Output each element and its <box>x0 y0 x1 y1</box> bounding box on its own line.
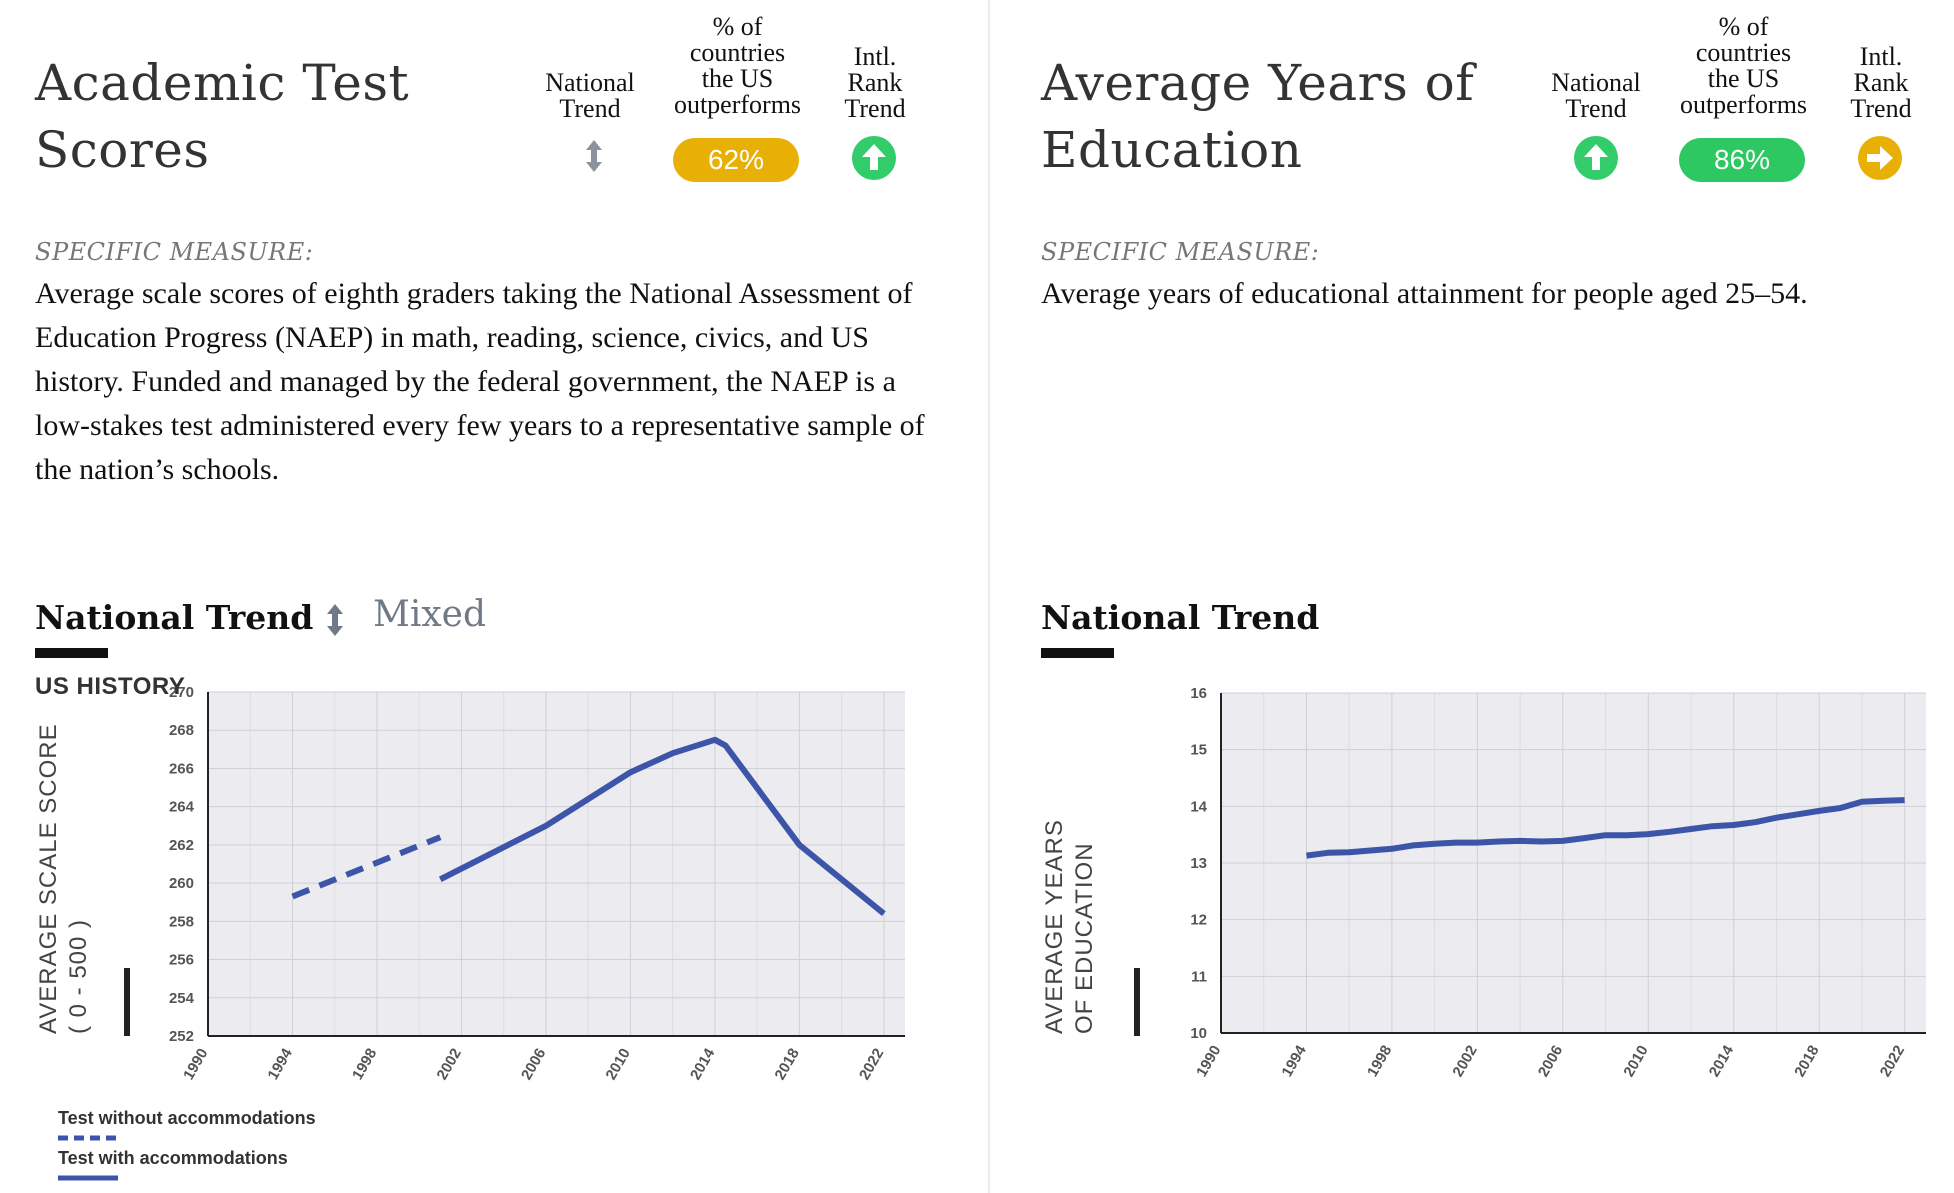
x-tick-label: 1990 <box>180 1046 211 1083</box>
x-tick-label: 1998 <box>1364 1043 1395 1080</box>
axis-label-bar <box>124 968 130 1036</box>
title-underline <box>1041 648 1114 658</box>
y-axis-label: ( 0 - 500 ) <box>65 919 92 1034</box>
rank-trend-header: Intl. Rank Trend <box>1850 42 1912 123</box>
academic-test-scores-panel: Academic Test Scores National Trend % of… <box>0 0 976 1193</box>
legend-label: Test with accommodations <box>58 1148 288 1168</box>
x-tick-label: 2014 <box>687 1045 719 1083</box>
legend-label: Test without accommodations <box>58 1108 316 1128</box>
up-down-arrow-icon <box>586 140 602 172</box>
x-tick-label: 2006 <box>1535 1043 1566 1080</box>
average-years-education-panel: Average Years of Education National Tren… <box>1006 0 1954 1193</box>
y-tick-label: 14 <box>1190 798 1207 815</box>
y-tick-label: 260 <box>169 875 194 892</box>
national-trend-header: National Trend <box>1551 68 1641 123</box>
plot-area <box>208 692 905 1036</box>
y-tick-label: 254 <box>169 990 195 1007</box>
panel-title: Average Years of Education <box>1041 54 1475 179</box>
series-line-dashed <box>291 834 442 900</box>
series-line <box>1306 797 1905 859</box>
y-tick-label: 15 <box>1190 742 1207 759</box>
up-down-arrow-icon <box>327 604 343 636</box>
y-tick-label: 268 <box>169 722 194 739</box>
specific-measure-text: Average scale scores of eighth graders t… <box>35 277 925 486</box>
specific-measure-text: Average years of educational attainment … <box>1041 277 1808 310</box>
y-axis-label: AVERAGE YEARS <box>1041 819 1068 1034</box>
title-underline <box>35 648 108 658</box>
specific-measure-label: SPECIFIC MEASURE: <box>1041 238 1320 266</box>
arrow-up-circle-icon <box>852 136 896 180</box>
outperforms-header: % of countries the US outperforms <box>673 12 802 119</box>
x-tick-label: 2010 <box>602 1046 633 1083</box>
x-tick-label: 1990 <box>1193 1043 1224 1080</box>
outperforms-badge: 62% <box>673 138 799 182</box>
years-education-chart: 10 11 12 13 14 15 16 1990 1994 1998 2002 2006 2010 20… <box>1041 685 1926 1080</box>
y-tick-label: 266 <box>169 760 194 777</box>
x-tick-label: 2018 <box>771 1046 802 1083</box>
y-tick-label: 13 <box>1190 855 1207 872</box>
rank-trend-header: Intl. Rank Trend <box>844 42 906 123</box>
x-tick-label: 1994 <box>1279 1042 1311 1080</box>
outperforms-badge: 86% <box>1679 138 1805 182</box>
national-trend-title: National Trend <box>35 598 314 637</box>
national-trend-header: National Trend <box>545 68 635 123</box>
x-tick-label: 1994 <box>265 1045 297 1083</box>
panel-title: Academic Test Scores <box>35 54 410 179</box>
subject-label: US HISTORY <box>35 673 185 700</box>
y-tick-label: 258 <box>169 913 194 930</box>
y-tick-label: 16 <box>1190 685 1207 702</box>
x-tick-label: 2010 <box>1620 1043 1651 1080</box>
national-trend-title: National Trend <box>1041 598 1320 637</box>
y-tick-label: 256 <box>169 952 194 969</box>
outperforms-header: % of countries the US outperforms <box>1679 12 1808 119</box>
y-tick-label: 262 <box>169 837 194 854</box>
y-tick-label: 10 <box>1190 1025 1207 1042</box>
x-tick-label: 2002 <box>434 1046 465 1083</box>
y-axis-label: OF EDUCATION <box>1071 842 1098 1034</box>
x-tick-label: 2022 <box>856 1046 887 1083</box>
x-tick-label: 2006 <box>518 1046 549 1083</box>
y-tick-label: 270 <box>169 684 194 701</box>
y-axis-label: AVERAGE SCALE SCORE <box>35 723 62 1034</box>
y-tick-label: 252 <box>169 1028 194 1045</box>
panel-divider <box>988 0 990 1193</box>
y-tick-label: 264 <box>169 799 195 816</box>
y-tick-label: 12 <box>1190 912 1207 929</box>
arrow-up-circle-icon <box>1574 136 1618 180</box>
trend-status-label: Mixed <box>373 594 487 635</box>
x-tick-label: 2018 <box>1791 1043 1822 1080</box>
x-tick-label: 2014 <box>1706 1042 1738 1080</box>
academic-scores-chart: 252 254 256 258 260 262 264 266 268 270 1990 1994 19… <box>35 673 905 1181</box>
y-tick-label: 11 <box>1191 968 1207 985</box>
x-tick-label: 1998 <box>349 1046 380 1083</box>
arrow-right-circle-icon <box>1858 136 1902 180</box>
specific-measure-label: SPECIFIC MEASURE: <box>35 238 314 266</box>
x-tick-label: 2002 <box>1449 1043 1480 1080</box>
x-tick-label: 2022 <box>1877 1043 1908 1080</box>
series-line <box>438 736 886 917</box>
axis-label-bar <box>1134 968 1140 1036</box>
